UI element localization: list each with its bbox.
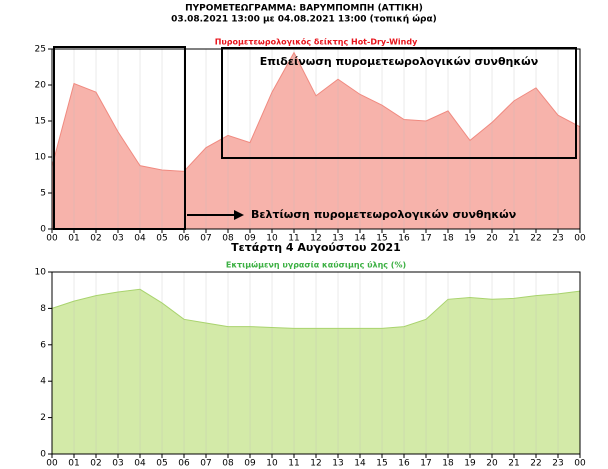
x-tick-label: 20 — [486, 234, 498, 244]
chart-subtitle: Πυρομετεωρολογικός δείκτης Hot-Dry-Windy — [215, 37, 418, 47]
x-tick-label: 09 — [244, 459, 256, 469]
annotation: Επιδείνωση πυρομετεωρολογικών συνθηκών — [260, 55, 538, 68]
x-tick-label: 11 — [288, 234, 299, 244]
x-tick-label: 12 — [310, 459, 321, 469]
chart-subtitle: Εκτιμώμενη υγρασία καύσιμης ύλης (%) — [226, 260, 406, 270]
x-tick-label: 17 — [420, 459, 431, 469]
x-tick-label: 05 — [156, 234, 167, 244]
x-tick-label: 14 — [354, 234, 366, 244]
x-tick-label: 06 — [178, 459, 190, 469]
x-tick-label: 19 — [464, 459, 476, 469]
x-tick-label: 22 — [530, 234, 541, 244]
x-tick-label: 12 — [310, 234, 321, 244]
y-tick-label: 0 — [40, 450, 46, 460]
x-tick-label: 22 — [530, 459, 541, 469]
y-tick-label: 10 — [35, 153, 47, 163]
x-tick-label: 04 — [134, 459, 146, 469]
area-line — [51, 51, 581, 172]
x-tick-label: 13 — [332, 234, 343, 244]
x-tick-label: 00 — [46, 234, 58, 244]
x-tick-label: 23 — [552, 459, 563, 469]
x-tick-label: 04 — [134, 234, 146, 244]
x-tick-label: 08 — [222, 234, 234, 244]
x-tick-label: 00 — [574, 459, 586, 469]
y-tick-label: 2 — [40, 413, 46, 423]
page-subtitle: 03.08.2021 13:00 με 04.08.2021 13:00 (το… — [171, 14, 437, 25]
x-tick-label: 01 — [68, 459, 79, 469]
x-tick-label: 09 — [244, 234, 256, 244]
x-tick-label: 05 — [156, 459, 167, 469]
x-tick-label: 14 — [354, 459, 366, 469]
x-tick-label: 23 — [552, 234, 563, 244]
x-tick-label: 07 — [200, 459, 211, 469]
y-tick-label: 10 — [35, 268, 47, 278]
x-tick-label: 08 — [222, 459, 234, 469]
x-tick-label: 02 — [90, 459, 101, 469]
x-tick-label: 20 — [486, 459, 498, 469]
y-tick-label: 8 — [40, 304, 46, 314]
annotation: Βελτίωση πυρομετεωρολογικών συνθηκών — [251, 208, 516, 221]
x-tick-label: 13 — [332, 459, 343, 469]
x-tick-label: 03 — [112, 459, 123, 469]
page-title: ΠΥΡΟΜΕΤΕΩΓΡΑΜΜΑ: ΒΑΡΥΜΠΟΜΠΗ (ΑΤΤΙΚΗ) — [185, 4, 423, 14]
x-tick-label: 10 — [266, 459, 278, 469]
x-tick-label: 19 — [464, 234, 476, 244]
chart-title: Τετάρτη 4 Αυγούστου 2021 — [231, 241, 401, 254]
x-tick-label: 03 — [112, 234, 123, 244]
x-tick-label: 00 — [46, 459, 58, 469]
y-tick-label: 15 — [35, 117, 46, 127]
y-tick-label: 4 — [40, 377, 46, 387]
x-tick-label: 15 — [376, 459, 387, 469]
x-tick-label: 17 — [420, 234, 431, 244]
y-tick-label: 20 — [35, 81, 47, 91]
x-tick-label: 16 — [398, 459, 410, 469]
y-tick-label: 5 — [40, 189, 46, 199]
x-tick-label: 18 — [442, 459, 454, 469]
x-tick-label: 01 — [68, 234, 79, 244]
x-tick-label: 16 — [398, 234, 410, 244]
x-tick-label: 07 — [200, 234, 211, 244]
annotation-box — [53, 46, 186, 230]
x-tick-label: 21 — [508, 234, 519, 244]
x-tick-label: 02 — [90, 234, 101, 244]
area-line — [51, 288, 581, 329]
x-tick-label: 00 — [574, 234, 586, 244]
y-tick-label: 0 — [40, 225, 46, 235]
annotation-box — [221, 47, 577, 159]
x-tick-label: 06 — [178, 234, 190, 244]
x-tick-label: 15 — [376, 234, 387, 244]
x-tick-label: 10 — [266, 234, 278, 244]
y-tick-label: 6 — [40, 340, 46, 350]
x-tick-label: 21 — [508, 459, 519, 469]
x-tick-label: 11 — [288, 459, 299, 469]
x-tick-label: 18 — [442, 234, 454, 244]
y-tick-label: 25 — [35, 45, 46, 55]
arrow-head — [234, 210, 244, 220]
